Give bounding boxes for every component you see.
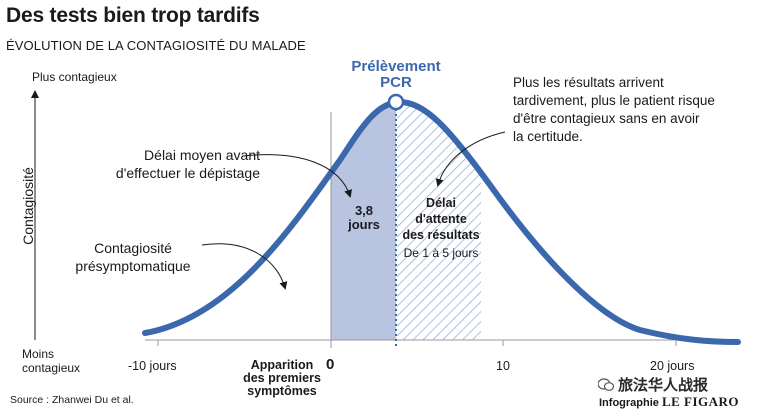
presympto-arrow	[201, 243, 288, 290]
credit: Infographie LE FIGARO	[599, 394, 739, 410]
results-note-line4: la certitude.	[513, 129, 583, 144]
wait-line1: Délai	[426, 196, 456, 210]
watermark-text: 旅法华人战报	[618, 377, 709, 394]
y-top-label: Plus contagieux	[32, 70, 117, 84]
wechat-icon	[597, 378, 615, 392]
onset-line3: symptômes	[247, 384, 317, 398]
avg-days-unit: jours	[348, 217, 380, 232]
y-bottom-label-line1: Moins	[22, 347, 55, 361]
pcr-label-line2: PCR	[380, 74, 412, 91]
tick-label-10: 10	[496, 359, 510, 373]
y-bottom-label-line2: contagieux	[22, 361, 81, 375]
pcr-label: Prélèvement PCR	[336, 59, 456, 91]
watermark: 旅法华人战报	[597, 374, 709, 395]
wait-label: Délai d'attente des résultats De 1 à 5 j…	[398, 195, 484, 261]
results-note-line2: tardivement, plus le patient risque	[513, 93, 715, 108]
credit-prefix: Infographie	[599, 397, 659, 409]
presympto-note: Contagiosité présymptomatique	[48, 239, 218, 275]
y-bottom-label: Moins contagieux	[22, 347, 80, 375]
wait-line3: des résultats	[402, 228, 480, 242]
waiting-hatched-area	[397, 101, 481, 340]
onset-line1: Apparition	[250, 358, 314, 372]
delay-avg-line2: d'effectuer le dépistage	[115, 165, 260, 181]
avg-days-label: 3,8 jours	[336, 204, 392, 232]
page-subtitle: ÉVOLUTION DE LA CONTAGIOSITÉ DU MALADE	[6, 38, 306, 53]
tick-label-minus10: -10 jours	[128, 359, 177, 373]
pcr-marker	[387, 93, 405, 111]
presymptomatic-area	[331, 102, 396, 340]
avg-days-value: 3,8	[354, 203, 374, 218]
tick-label-20: 20 jours	[650, 359, 695, 373]
results-note-line3: d'être contagieux sans en avoir	[513, 111, 700, 126]
contagiousness-curve	[142, 98, 741, 345]
results-arrow	[435, 131, 506, 187]
tick-label-0: 0	[326, 356, 335, 373]
le-figaro-logo: LE FIGARO	[661, 394, 740, 409]
presympto-line2: présymptomatique	[75, 258, 191, 274]
wait-range: De 1 à 5 jours	[403, 246, 479, 260]
presympto-line1: Contagiosité	[94, 240, 172, 256]
onset-line2: des premiers	[243, 371, 321, 385]
page-title: Des tests bien trop tardifs	[6, 4, 260, 27]
delay-avg-line1: Délai moyen avant	[144, 147, 260, 163]
delay-avg-note: Délai moyen avant d'effectuer le dépista…	[80, 146, 260, 182]
source-text: Source : Zhanwei Du et al.	[10, 394, 134, 406]
pcr-label-line1: Prélèvement	[351, 58, 441, 75]
onset-label: Apparition des premiers symptômes	[232, 359, 332, 398]
wait-line2: d'attente	[415, 212, 467, 226]
delay-avg-arrow	[242, 154, 352, 198]
results-note: Plus les résultats arrivent tardivement,…	[513, 74, 753, 146]
results-note-line1: Plus les résultats arrivent	[513, 75, 664, 90]
